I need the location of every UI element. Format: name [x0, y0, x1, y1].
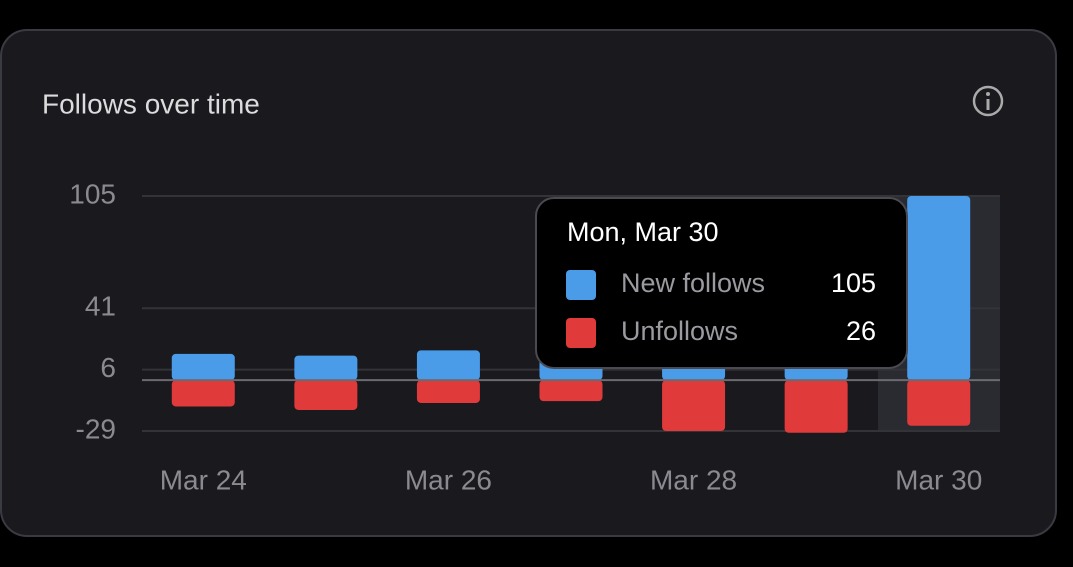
x-tick-label: Mar 26 — [405, 464, 492, 495]
bar — [171, 353, 235, 381]
bar — [171, 380, 235, 407]
info-icon[interactable] — [972, 85, 1004, 117]
bar — [294, 355, 358, 381]
y-tick-label: -29 — [76, 413, 116, 444]
x-tick-label: Mar 24 — [160, 464, 247, 495]
chart-title: Follows over time — [42, 88, 260, 119]
tooltip-value: 105 — [831, 268, 876, 298]
x-tick-label: Mar 28 — [650, 464, 737, 495]
bar — [662, 380, 726, 431]
y-tick-label: 105 — [69, 178, 116, 209]
tooltip: Mon, Mar 30 New follows 105 Unfollows 26 — [535, 197, 908, 369]
bar — [784, 380, 848, 433]
tooltip-title: Mon, Mar 30 — [567, 217, 719, 247]
x-tick-label: Mar 30 — [895, 464, 982, 495]
bar — [907, 196, 971, 381]
legend-label: Unfollows — [621, 316, 738, 346]
bar — [416, 350, 480, 381]
bar — [539, 380, 603, 402]
legend-swatch — [566, 270, 596, 300]
legend-swatch — [566, 318, 596, 348]
tooltip-value: 26 — [846, 316, 876, 346]
legend-label: New follows — [621, 268, 765, 298]
y-tick-label: 41 — [85, 291, 116, 322]
bar — [907, 380, 971, 426]
y-tick-label: 6 — [100, 352, 116, 383]
bar — [294, 380, 358, 410]
bar — [416, 380, 480, 403]
